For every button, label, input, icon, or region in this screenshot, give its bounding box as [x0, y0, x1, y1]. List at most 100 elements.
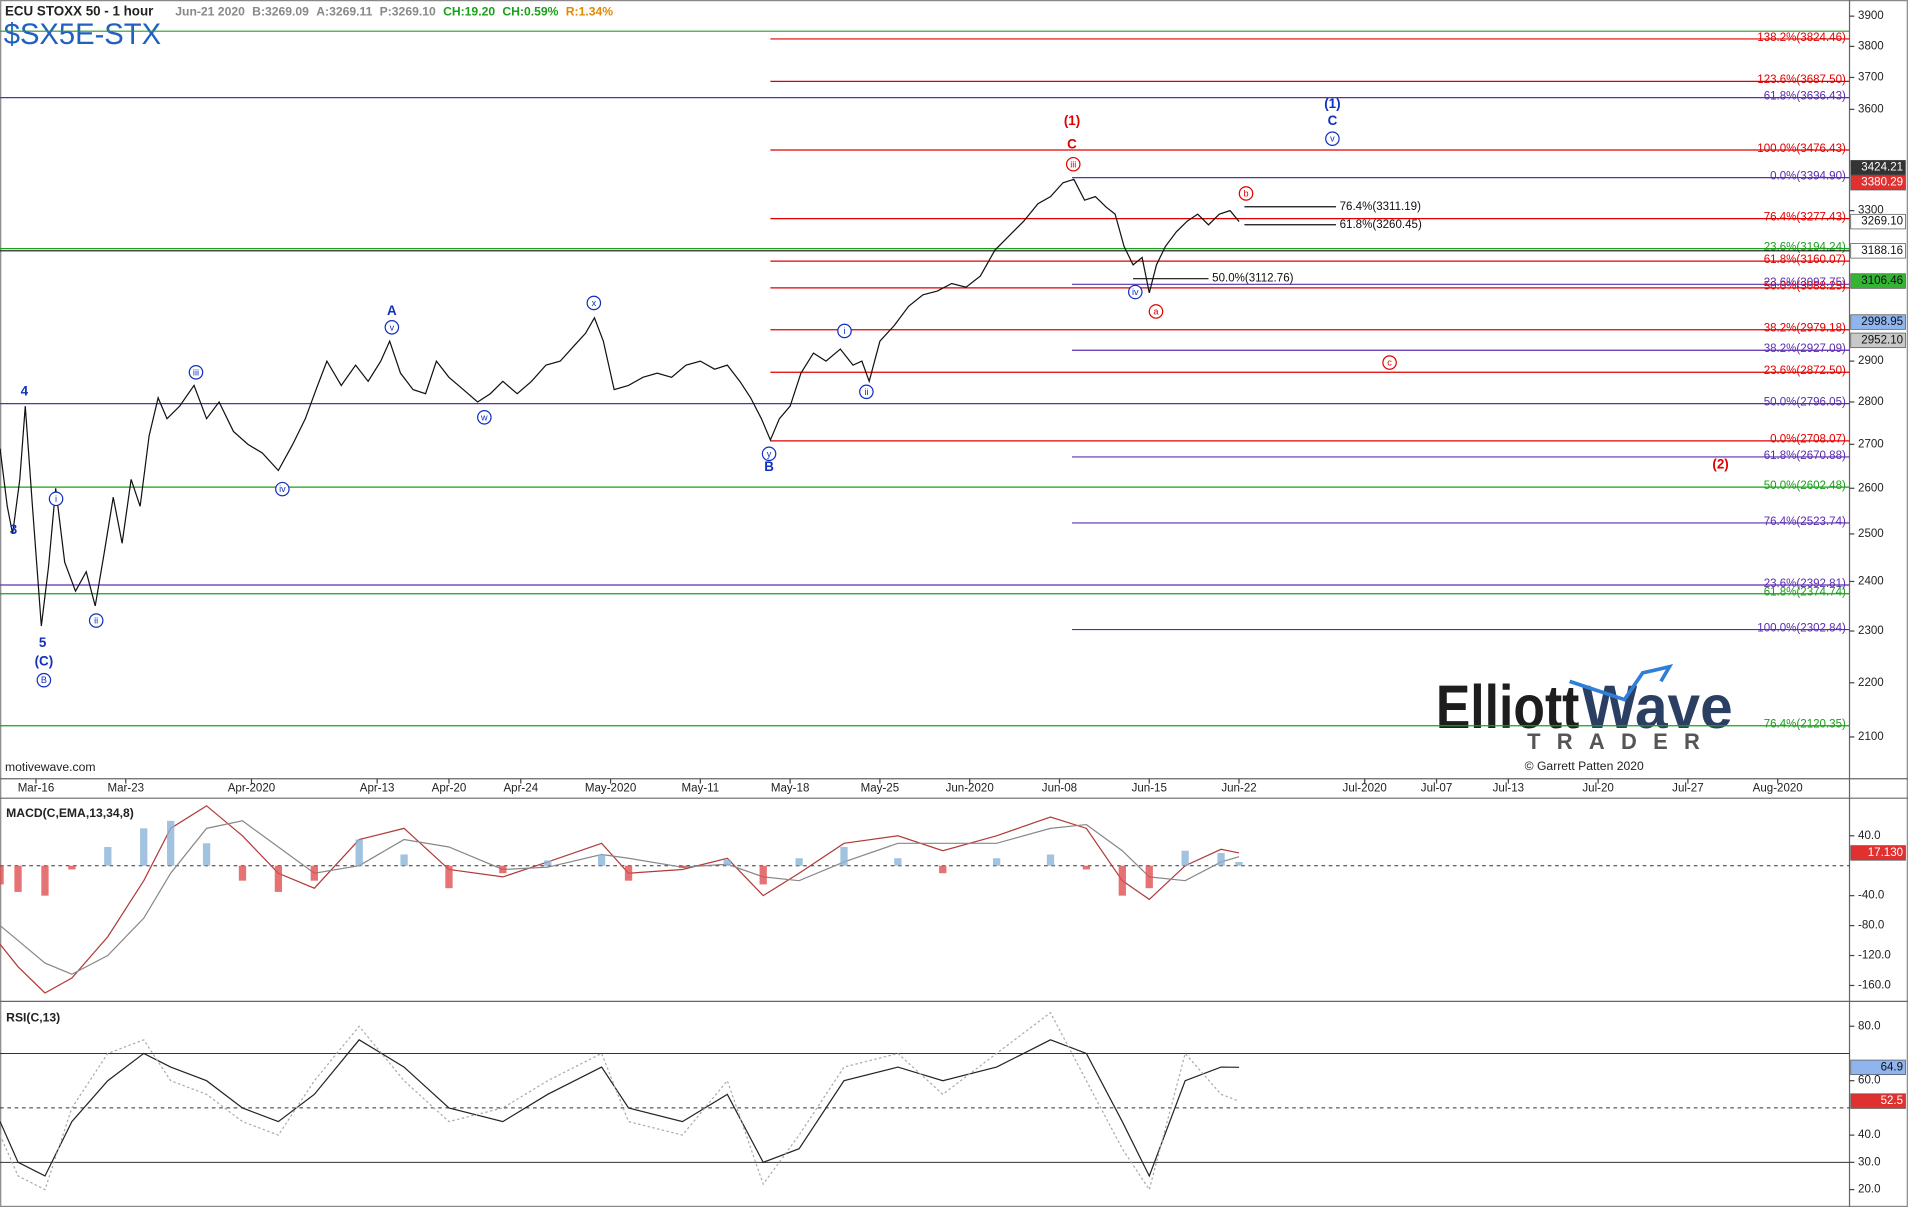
y-tick-label: 2100 [1858, 731, 1884, 743]
wave-label: (1) [1324, 96, 1340, 111]
fib-label: 100.0%(2302.84) [1757, 622, 1846, 634]
fib-label: 23.6%(2392.81) [1764, 578, 1846, 590]
y-tick-label: 2800 [1858, 396, 1884, 408]
wave-label: C [1328, 113, 1338, 128]
y-tick-label: 3300 [1858, 205, 1884, 217]
histogram-bar [41, 865, 49, 896]
wave-circle [384, 320, 400, 335]
y-tick-label: -160.0 [1858, 980, 1891, 992]
price-tag [1850, 314, 1906, 330]
x-tick-label: Jul-13 [1493, 782, 1524, 794]
y-tick-label: -40.0 [1858, 890, 1884, 902]
fib-label: 0.0%(2708.07) [1770, 434, 1846, 446]
price-tag [1850, 1059, 1906, 1076]
y-tick-label: 40.0 [1858, 830, 1880, 842]
quote-item: Jun-21 2020 [175, 4, 245, 18]
source: motivewave.com [5, 760, 96, 774]
x-tick-label: Mar-16 [18, 782, 55, 794]
price-tag [1850, 332, 1906, 349]
histogram-bar [274, 865, 283, 892]
fib-label: 23.6%(3097.75) [1764, 277, 1846, 289]
x-tick-label: May-11 [682, 782, 720, 794]
x-tick-label: Apr-20 [432, 782, 467, 794]
wave-circle [1127, 284, 1143, 300]
histogram-bar [759, 865, 767, 885]
price-tag [1850, 175, 1906, 191]
histogram-bar [992, 858, 1001, 866]
histogram-bar [1145, 865, 1153, 889]
wave-label: v [390, 322, 395, 332]
wave-circle [88, 613, 104, 628]
fib-label: 61.8%(2670.88) [1764, 450, 1846, 462]
wave-label: x [592, 298, 597, 308]
x-tick-label: May-25 [861, 782, 900, 794]
y-tick-label: -120.0 [1858, 950, 1891, 962]
price-tag-label: 3424.21 [1861, 162, 1903, 174]
price-tag-label: 64.9 [1881, 1061, 1903, 1073]
x-tick-label: May-18 [771, 782, 810, 794]
fib-label: 50.0%(3088.25) [1764, 281, 1846, 293]
histogram-bar [1235, 861, 1243, 866]
wave-label: C [1067, 136, 1077, 151]
wave-label: B [764, 459, 774, 474]
x-tick-label: Jul-2020 [1343, 782, 1387, 794]
price-tag-label: 3380.29 [1861, 177, 1903, 189]
fib-label: 76.4%(2120.35) [1764, 719, 1846, 731]
price-tag-label: 3188.16 [1861, 245, 1903, 257]
quote-item: R:1.34% [566, 4, 613, 18]
histogram-bar [499, 865, 507, 874]
fib-label: 61.8%(3636.43) [1764, 90, 1846, 102]
x-tick-label: Apr-13 [360, 782, 395, 794]
x-tick-label: Apr-2020 [228, 782, 276, 794]
histogram-bar [1217, 852, 1225, 866]
histogram-bar [14, 865, 22, 892]
wave-label: 5 [39, 635, 47, 650]
wave-label: iii [193, 367, 199, 377]
price-tag-label: 3269.10 [1861, 216, 1903, 228]
fib-label: 23.6%(3194.24) [1764, 241, 1846, 253]
wave-label: y [767, 449, 772, 459]
fib-label: 61.8%(2374.74) [1764, 587, 1846, 599]
quote-item: P:3269.10 [380, 4, 436, 18]
histogram-bar [544, 860, 552, 866]
fib-label: 50.0%(2796.05) [1764, 396, 1846, 408]
fib-label: 50.0%(3112.76) [1212, 273, 1293, 285]
quote-item: A:3269.11 [316, 4, 372, 18]
wave-label: v [1330, 134, 1335, 144]
y-tick-label: 80.0 [1858, 1020, 1880, 1032]
wave-circle [837, 323, 852, 339]
y-tick-label: 2500 [1858, 528, 1884, 540]
price-tag [1850, 845, 1906, 861]
wave-circle [1325, 131, 1340, 147]
x-tick-label: Jun-22 [1221, 782, 1256, 794]
y-tick-label: 2600 [1858, 482, 1884, 494]
wave-circle [1382, 355, 1397, 370]
x-tick-label: Apr-24 [503, 782, 538, 794]
wave-circle [188, 365, 204, 380]
histogram-bar [1046, 854, 1055, 866]
fib-label: 76.4%(2523.74) [1764, 516, 1846, 528]
x-tick-label: Jun-08 [1042, 782, 1077, 794]
wave-label: i [55, 494, 57, 504]
histogram-bar [840, 847, 848, 866]
price-tag [1850, 273, 1906, 289]
wave-circle [859, 384, 874, 400]
symbol: $SX5E-STX [4, 19, 161, 51]
wave-circle [275, 481, 290, 497]
wave-circle [477, 410, 492, 425]
fib-label: 100.0%(3476.43) [1757, 143, 1846, 155]
histogram-bar [795, 858, 803, 866]
fib-label: 138.2%(3824.46) [1757, 32, 1846, 44]
histogram-bar [1082, 865, 1091, 870]
fib-label: 0.0%(3394.90) [1770, 170, 1846, 182]
fib-label: 38.2%(2927.09) [1764, 343, 1846, 355]
wave-label: b [1243, 188, 1248, 198]
histogram-bar [140, 828, 148, 866]
wave-circle [1148, 304, 1164, 319]
x-tick-label: Jul-07 [1421, 782, 1452, 794]
wave-label: A [387, 303, 397, 318]
price-tag-label: 2952.10 [1861, 334, 1903, 346]
histogram-bar [68, 865, 76, 870]
y-tick-label: 3800 [1858, 40, 1884, 52]
